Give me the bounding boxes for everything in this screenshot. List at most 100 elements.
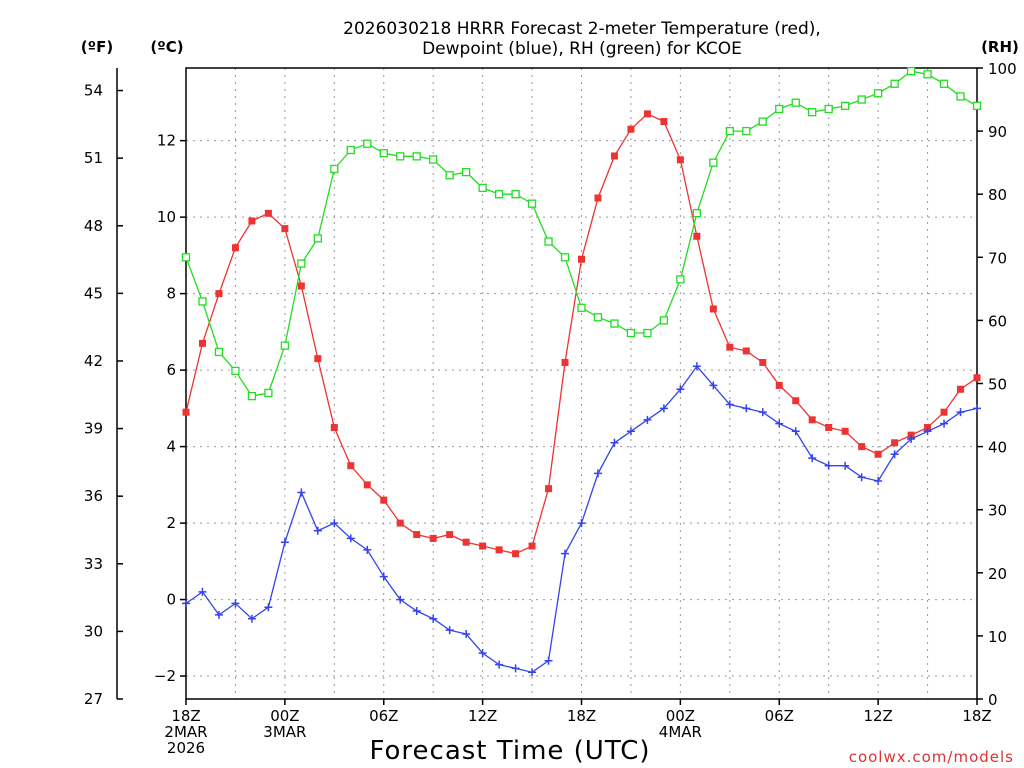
temperature-point [825,423,833,431]
celsius-tick-label: 4 [166,438,176,456]
dewpoint-point [841,461,850,470]
rh-tick-label: 40 [988,439,1007,457]
axes: −2 0 2 4 6 8 10 12 27 30 33 36 39 42 45 48 51 54 0 10 20 30 40… [84,60,1017,757]
dewpoint-point [231,599,240,608]
dewpoint-point [280,538,289,547]
temperature-point [594,194,602,202]
dewpoint-point [824,461,833,470]
dewpoint-point [923,427,932,436]
fahrenheit-unit-label: (ºF) [81,38,113,56]
temperature-point [281,225,289,233]
dewpoint-point [297,488,306,497]
rh-point [775,104,784,114]
dewpoint-point [561,549,570,558]
rh-point [610,319,619,328]
rh-tick-label: 70 [988,249,1007,267]
x-tick-label: 2MAR [164,723,207,741]
celsius-tick-label: 2 [166,514,176,532]
temperature-point [330,423,338,431]
chart-title-line2: Dewpoint (blue), RH (green) for KCOE [422,39,742,59]
temperature-point [528,542,536,550]
fahrenheit-tick-label: 42 [84,352,103,370]
rh-point [511,190,520,199]
temperature-point [380,496,388,504]
dewpoint-point [758,408,767,417]
temperature-point [775,381,783,389]
temperature-point [413,531,421,539]
rh-point [544,237,553,246]
dewpoint-point [445,626,454,635]
temperature-point [759,358,767,366]
dewpoint-point [890,450,899,459]
dewpoint-point [874,477,883,486]
x-tick-label: 06Z [765,707,794,725]
temperature-point [841,427,849,435]
dewpoint-point [659,404,668,413]
rh-tick-label: 100 [988,60,1017,78]
celsius-tick-label: 8 [166,285,176,303]
temperature-point [561,358,569,366]
dewpoint-point [396,595,405,604]
temperature-point [363,481,371,489]
temperature-point [957,385,965,393]
x-tick-label: 00Z [270,707,299,725]
rh-point [313,234,322,243]
rh-point [808,108,817,117]
temperature-point [429,534,437,542]
rh-unit-label: (RH) [981,38,1019,56]
celsius-tick-label: 6 [166,361,176,379]
x-tick-label: 06Z [369,707,398,725]
chart-title-line1: 2026030218 HRRR Forecast 2-meter Tempera… [343,19,821,39]
rh-tick-label: 50 [988,376,1007,394]
dewpoint-point [709,381,718,390]
rh-point [593,313,603,322]
temperature-point [446,531,454,539]
rh-point [429,155,438,164]
temperature-point [462,538,470,546]
rh-point [494,190,504,199]
rh-point [412,152,421,161]
rh-point [396,152,405,161]
rh-point [478,183,487,193]
rh-point [560,253,570,262]
dewpoint-point [742,404,751,413]
x-tick-label: 12Z [468,707,497,725]
rh-point [247,391,257,401]
temperature-point [314,355,322,363]
x-tick-label: 00Z [666,707,695,725]
temperature-point [479,542,487,550]
x-tick-label: 3MAR [263,723,306,741]
dewpoint-point [346,534,355,543]
dewpoint-point [692,362,701,371]
rh-point [297,259,306,268]
series-2-meter-temperature [182,110,981,558]
celsius-tick-label: 10 [157,208,176,226]
dewpoint-point [593,469,602,478]
dewpoint-point [907,434,916,443]
rh-point [379,149,388,158]
dewpoint-point [214,610,223,619]
dewpoint-point [973,404,981,413]
temperature-point [742,347,750,355]
temperature-point [512,550,520,558]
rh-point [198,297,207,306]
dewpoint-point [610,438,619,447]
dewpoint-point [429,614,438,623]
x-tick-label: 12Z [863,707,892,725]
rh-point [923,70,932,79]
celsius-tick-label: −2 [154,667,176,685]
rh-point [280,341,290,350]
dewpoint-point [264,603,273,612]
dewpoint-point [412,607,421,616]
temperature-point [495,546,503,554]
rh-point [906,67,916,76]
temperature-point [726,343,734,351]
temperature-point [660,118,668,126]
dewpoint-point [643,415,652,424]
temperature-point [578,255,585,263]
green-series-line [185,70,978,397]
temperature-point [248,217,256,225]
dewpoint-point [462,629,471,638]
dewpoint-point [363,545,372,554]
rh-point [626,328,636,338]
